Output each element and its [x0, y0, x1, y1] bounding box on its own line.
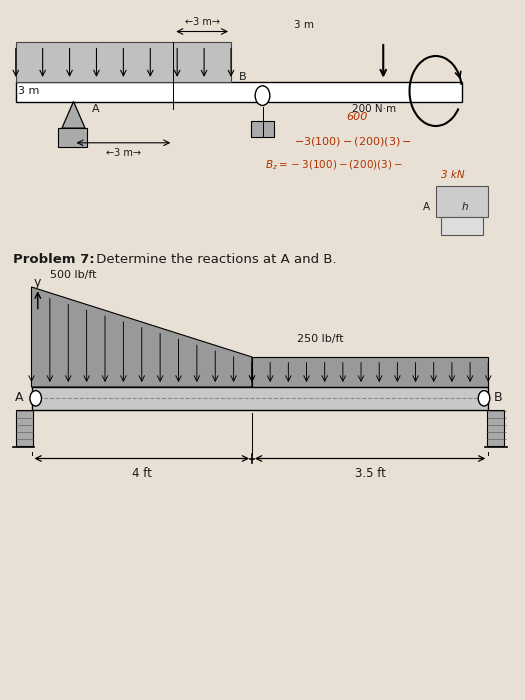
Circle shape	[478, 391, 490, 406]
Text: ←3 m→: ←3 m→	[185, 18, 219, 27]
FancyBboxPatch shape	[16, 82, 462, 102]
Text: B: B	[239, 72, 247, 82]
Text: 3 m: 3 m	[18, 86, 40, 96]
Circle shape	[30, 391, 41, 406]
Text: 4 ft: 4 ft	[132, 467, 152, 480]
FancyBboxPatch shape	[487, 410, 504, 446]
Text: A: A	[92, 104, 100, 113]
Text: 3 kN: 3 kN	[441, 171, 465, 181]
FancyBboxPatch shape	[251, 121, 274, 136]
Text: A: A	[15, 391, 24, 404]
FancyBboxPatch shape	[441, 217, 483, 234]
Text: Determine the reactions at A and B.: Determine the reactions at A and B.	[92, 253, 337, 267]
Text: 3.5 ft: 3.5 ft	[355, 467, 385, 480]
Text: 600: 600	[346, 113, 368, 122]
Text: y: y	[34, 276, 41, 288]
FancyBboxPatch shape	[58, 128, 87, 147]
Circle shape	[255, 86, 270, 106]
Text: Problem 7:: Problem 7:	[13, 253, 94, 267]
FancyBboxPatch shape	[32, 387, 488, 409]
Text: ←3 m→: ←3 m→	[106, 148, 141, 158]
Text: 500 lb/ft: 500 lb/ft	[50, 270, 97, 280]
FancyBboxPatch shape	[252, 357, 488, 387]
Text: h: h	[462, 202, 469, 212]
Text: A: A	[423, 202, 430, 212]
Text: 200 N·m: 200 N·m	[352, 104, 396, 113]
Text: $B_z=-3(100)-(200)(3)-$: $B_z=-3(100)-(200)(3)-$	[265, 158, 403, 172]
Polygon shape	[32, 287, 252, 387]
Text: $-3(100)-(200)(3)-$: $-3(100)-(200)(3)-$	[294, 135, 412, 148]
Text: B: B	[494, 391, 502, 404]
Text: 250 lb/ft: 250 lb/ft	[297, 335, 343, 344]
Polygon shape	[62, 102, 85, 128]
FancyBboxPatch shape	[16, 42, 231, 82]
FancyBboxPatch shape	[436, 186, 488, 217]
FancyBboxPatch shape	[16, 410, 33, 446]
Text: 3 m: 3 m	[295, 20, 314, 30]
